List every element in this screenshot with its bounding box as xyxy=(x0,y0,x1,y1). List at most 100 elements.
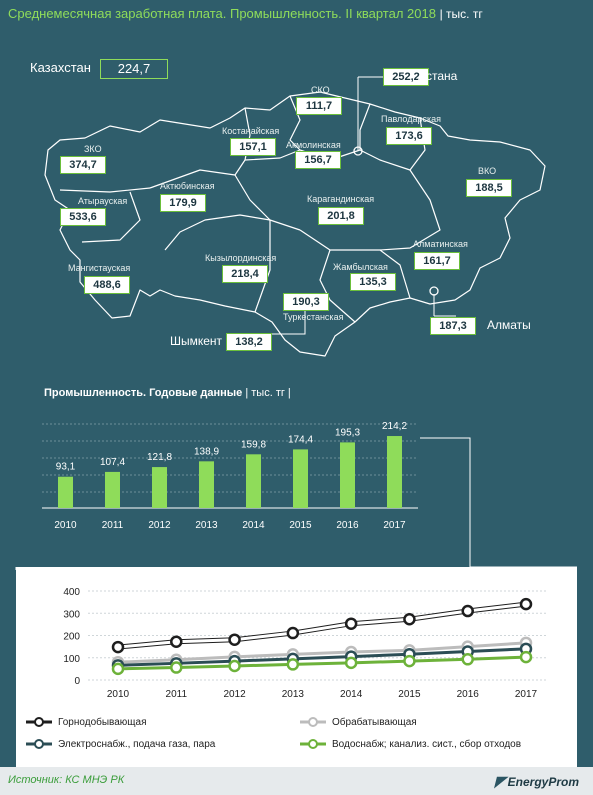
region-name-turkestan: Туркестанская xyxy=(283,312,344,322)
series-point xyxy=(228,633,241,646)
line-x-tick-label: 2015 xyxy=(398,689,421,700)
region-name-kostanay: Костанайская xyxy=(222,126,280,136)
bar xyxy=(340,442,355,508)
series-point xyxy=(519,597,533,611)
bar-value-label: 195,3 xyxy=(335,427,360,438)
bar xyxy=(199,461,214,508)
bar-x-tick-label: 2010 xyxy=(54,520,77,531)
line-x-tick-label: 2012 xyxy=(223,689,246,700)
line-x-tick-label: 2011 xyxy=(166,689,188,700)
legend-swatch xyxy=(300,739,326,750)
line-y-tick-label: 400 xyxy=(63,587,80,598)
city-value-shymkent: 138,2 xyxy=(226,333,272,351)
series-point xyxy=(286,658,300,671)
kazakhstan-map xyxy=(44,76,546,357)
line-chart-panel: 0 100 200 300 400 2010 2011 2012 2013 2014 2015 201… xyxy=(16,567,577,767)
bar-x-tick-label: 2016 xyxy=(336,520,359,531)
line-chart: 0 100 200 300 400 2010 2011 2012 2013 2014 2015 201… xyxy=(63,587,546,700)
bar-value-label: 159,8 xyxy=(241,439,266,450)
region-value-vko: 188,5 xyxy=(466,179,512,197)
region-name-aktobe: Актюбинская xyxy=(160,181,215,191)
bar-value-label: 214,2 xyxy=(382,421,407,432)
region-name-almaty-region: Алматинская xyxy=(413,239,468,249)
legend-label: Электроснабж., подача газа, пара xyxy=(58,739,216,750)
region-name-sko: СКО xyxy=(311,85,330,95)
bar-x-tick-label: 2014 xyxy=(242,520,265,531)
line-x-tick-label: 2017 xyxy=(515,689,538,700)
bar-value-label: 174,4 xyxy=(288,434,313,445)
region-name-kyzylorda: Кызылординская xyxy=(205,253,277,263)
bar xyxy=(246,454,261,508)
series-point xyxy=(344,656,358,670)
region-value-kyzylorda: 218,4 xyxy=(222,265,268,283)
region-value-pavlodar: 173,6 xyxy=(386,127,432,145)
bar-chart-title: Промышленность. Годовые данные | тыс. тг… xyxy=(44,387,291,399)
line-x-tick-label: 2010 xyxy=(107,689,130,700)
region-value-kostanay: 157,1 xyxy=(230,138,276,156)
region-value-karaganda: 201,8 xyxy=(318,207,364,225)
title-unit: | тыс. тг xyxy=(439,7,483,21)
region-name-akmola: Акмолинская xyxy=(286,140,341,150)
series-point xyxy=(403,654,416,668)
series-line xyxy=(117,602,527,649)
region-value-atyrau: 533,6 xyxy=(60,208,106,226)
region-value-almaty-region: 161,7 xyxy=(414,252,460,270)
region-name-atyrau: Атырауская xyxy=(78,196,128,206)
series-point xyxy=(519,650,533,664)
legend-swatch-marker xyxy=(34,739,44,750)
region-name-vko: ВКО xyxy=(478,166,497,176)
series-point xyxy=(344,617,358,630)
region-name-karaganda: Карагандинская xyxy=(307,194,375,204)
region-name-zko: ЗКО xyxy=(84,144,102,154)
region-value-turkestan: 190,3 xyxy=(283,293,329,311)
series-point xyxy=(461,604,474,618)
region-value-aktobe: 179,9 xyxy=(160,194,206,212)
line-x-tick-label: 2013 xyxy=(282,689,305,700)
legend-swatch xyxy=(26,739,52,750)
source-text: Источник: КС МНЭ РК xyxy=(8,774,125,786)
series-point xyxy=(461,653,474,666)
bar-x-tick-label: 2013 xyxy=(195,520,218,531)
legend-item: Обрабатывающая xyxy=(298,717,417,728)
region-name-mangistau: Мангистауская xyxy=(68,263,131,273)
bar xyxy=(387,436,402,508)
series-point xyxy=(170,661,183,674)
legend-label: Обрабатывающая xyxy=(332,717,417,728)
series-point xyxy=(111,662,125,676)
kazakhstan-label: Казахстан xyxy=(30,60,91,75)
region-value-mangistau: 488,6 xyxy=(84,276,130,294)
title-text: Среднемесячная заработная плата. Промышл… xyxy=(8,6,436,21)
bar-chart-title-text: Промышленность. Годовые данные xyxy=(44,387,243,399)
line-y-tick-label: 100 xyxy=(63,654,80,665)
bar xyxy=(293,449,308,508)
legend-swatch xyxy=(26,717,52,728)
city-name-almaty: Алматы xyxy=(487,318,531,332)
bar-x-tick-label: 2015 xyxy=(289,520,312,531)
legend-label: Водоснабж; канализ. сист., сбор отходов xyxy=(332,739,522,750)
bar-value-label: 93,1 xyxy=(56,462,76,473)
bar-value-label: 138,9 xyxy=(194,446,219,457)
kazakhstan-value: 224,7 xyxy=(100,59,168,79)
bar-x-tick-label: 2012 xyxy=(148,520,171,531)
legend-item: Электроснабж., подача газа, пара xyxy=(24,739,215,750)
city-value-astana: 252,2 xyxy=(383,68,429,86)
bar-value-label: 107,4 xyxy=(100,457,125,468)
legend-swatch-marker xyxy=(308,739,318,750)
line-x-tick-label: 2014 xyxy=(340,689,363,700)
page-title: Среднемесячная заработная плата. Промышл… xyxy=(8,6,483,21)
city-name-shymkent: Шымкент xyxy=(170,334,223,348)
city-name-astana: Астана xyxy=(418,69,458,83)
bar xyxy=(152,467,167,508)
region-name-zhambyl: Жамбылская xyxy=(333,262,388,272)
line-y-tick-label: 0 xyxy=(74,676,80,687)
city-value-almaty: 187,3 xyxy=(430,317,476,335)
series-point xyxy=(170,635,183,648)
region-value-zhambyl: 135,3 xyxy=(350,273,396,291)
region-value-sko: 111,7 xyxy=(296,97,342,115)
legend-item: Водоснабж; канализ. сист., сбор отходов xyxy=(298,739,521,750)
series-point xyxy=(111,640,125,654)
legend-item: Горнодобывающая xyxy=(24,717,147,728)
region-value-akmola: 156,7 xyxy=(295,151,341,169)
country-outline xyxy=(44,91,546,357)
brand-logo: ◤ EnergyProm xyxy=(495,773,579,790)
